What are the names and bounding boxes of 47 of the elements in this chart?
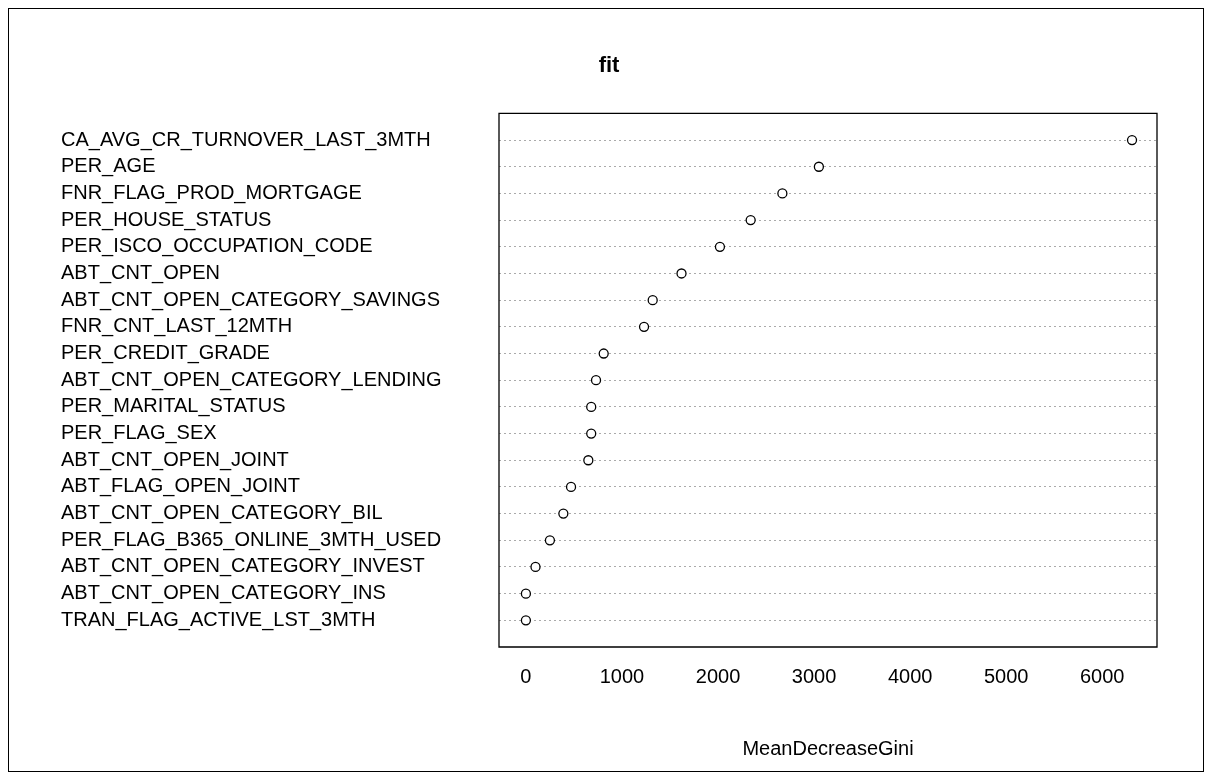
y-tick-label: PER_HOUSE_STATUS xyxy=(61,207,272,231)
y-tick-label: PER_FLAG_B365_ONLINE_3MTH_USED xyxy=(61,527,442,551)
y-tick-label: PER_MARITAL_STATUS xyxy=(61,394,286,418)
point xyxy=(530,561,541,573)
point xyxy=(583,455,594,466)
point xyxy=(544,535,556,546)
y-tick-label: PER_FLAG_SEX xyxy=(61,421,217,445)
y-tick-label: ABT_CNT_OPEN xyxy=(61,261,220,284)
point xyxy=(598,348,609,359)
y-tick-label: ABT_FLAG_OPEN_JOINT xyxy=(61,474,300,498)
y-tick-label: TRAN_FLAG_ACTIVE_LST_3MTH xyxy=(61,607,376,631)
chart-title: fit xyxy=(598,52,621,78)
x-axis-title: MeanDecreaseGini xyxy=(742,736,914,759)
y-tick-label: ABT_CNT_OPEN_CATEGORY_BIL xyxy=(61,501,383,525)
x-tick-label: 1000 xyxy=(599,664,645,687)
point xyxy=(676,268,687,279)
y-tick-label: ABT_CNT_OPEN_CATEGORY_LENDING xyxy=(61,367,442,391)
y-tick-label: PER_ISCO_OCCUPATION_CODE xyxy=(61,234,373,258)
point xyxy=(745,214,756,226)
y-tick-label: FNR_CNT_LAST_12MTH xyxy=(61,314,293,338)
point xyxy=(586,401,597,413)
point xyxy=(777,188,788,199)
y-tick-label: CA_AVG_CR_TURNOVER_LAST_3MTH xyxy=(61,127,431,151)
point xyxy=(565,481,577,493)
x-tick-label: 5000 xyxy=(983,664,1029,687)
point xyxy=(558,508,569,519)
y-tick-label: ABT_CNT_OPEN_CATEGORY_SAVINGS xyxy=(61,287,440,311)
y-tick-label: ABT_CNT_OPEN_JOINT xyxy=(61,447,289,471)
point xyxy=(586,428,597,439)
y-tick-label: PER_AGE xyxy=(61,154,156,178)
x-tick-label: 2000 xyxy=(695,664,741,687)
point xyxy=(520,588,532,599)
point xyxy=(638,321,650,332)
y-tick-label: PER_CREDIT_GRADE xyxy=(61,341,270,365)
point xyxy=(647,295,658,306)
y-tick-label: ABT_CNT_OPEN_CATEGORY_INVEST xyxy=(61,554,425,578)
x-tick-label: 0 xyxy=(520,664,532,687)
point xyxy=(520,615,532,626)
point xyxy=(1126,134,1138,146)
point xyxy=(813,161,825,172)
y-tick-label: ABT_CNT_OPEN_CATEGORY_INS xyxy=(61,581,386,605)
point xyxy=(590,375,602,386)
x-tick-label: 4000 xyxy=(887,664,933,687)
point xyxy=(714,241,726,252)
x-tick-label: 6000 xyxy=(1080,664,1125,687)
y-tick-label: FNR_FLAG_PROD_MORTGAGE xyxy=(61,180,362,204)
x-tick-label: 3000 xyxy=(791,664,837,687)
